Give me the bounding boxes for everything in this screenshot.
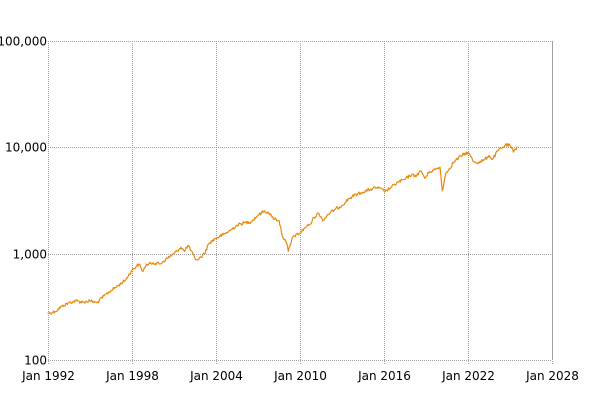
y-tick-label: 10,000 [5, 141, 47, 155]
y-tick-label: 100 [24, 354, 47, 368]
grid-layer [48, 41, 553, 364]
x-tick-label: Jan 1998 [105, 369, 159, 383]
x-tick-label: Jan 2004 [189, 369, 243, 383]
x-tick-label: Jan 1992 [21, 369, 75, 383]
y-tick-label: 100,000 [0, 35, 47, 49]
y-tick-label: 1,000 [13, 248, 47, 262]
x-tick-label: Jan 2022 [441, 369, 495, 383]
tick-labels: 100 1,000 10,000 100,000 Jan 1992 Jan 1998 Jan… [0, 35, 579, 384]
x-tick-label: Jan 2016 [357, 369, 411, 383]
series-line [47, 143, 518, 315]
series-layer [47, 143, 518, 315]
x-tick-label: Jan 2010 [273, 369, 327, 383]
x-tick-label: Jan 2028 [525, 369, 579, 383]
